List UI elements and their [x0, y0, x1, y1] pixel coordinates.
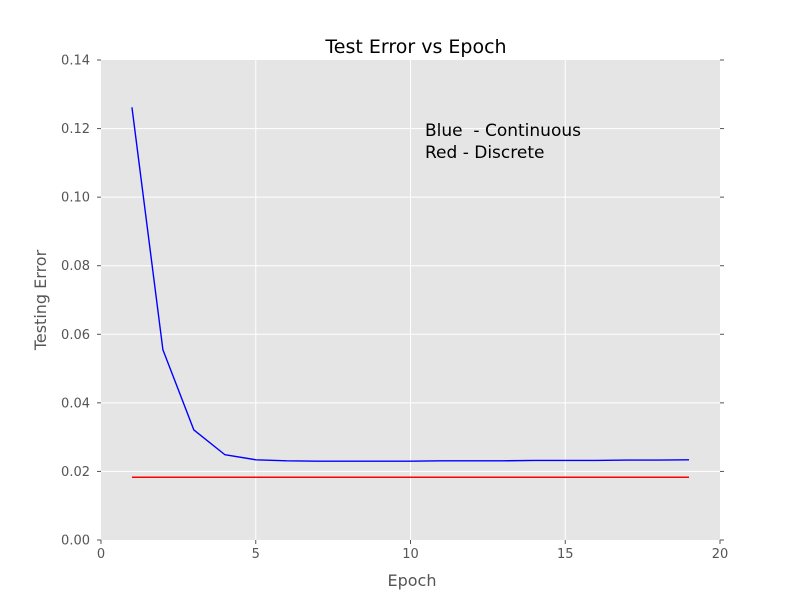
y-axis-label: Testing Error [31, 249, 50, 351]
x-axis-label: Epoch [388, 571, 437, 590]
y-tick-label: 0.06 [61, 328, 90, 343]
y-tick-label: 0.14 [61, 54, 90, 69]
chart-title: Test Error vs Epoch [324, 36, 506, 58]
x-tick-label: 5 [252, 547, 260, 562]
series-line-blue [131, 107, 690, 462]
y-tick-label: 0.12 [61, 122, 90, 137]
annotation-red-discrete: Red - Discrete [425, 143, 544, 163]
y-tick-label: 0.08 [61, 259, 90, 274]
x-tick-label: 15 [557, 547, 574, 562]
tick-labels: 0 5 10 15 20 0.00 0.02 0.04 0.06 0.08 0.10 0.12 0.14 [61, 54, 728, 563]
x-tick-label: 10 [402, 547, 419, 562]
y-tick-label: 0.00 [61, 534, 90, 549]
x-tick-label: 20 [712, 547, 729, 562]
y-tick-label: 0.02 [61, 465, 90, 480]
y-tick-label: 0.10 [61, 191, 90, 206]
x-tick-label: 0 [97, 547, 105, 562]
y-tick-label: 0.04 [61, 396, 90, 411]
grid [101, 60, 720, 540]
tick-marks [97, 59, 724, 544]
series-layer [131, 107, 690, 478]
annotation-blue-continuous: Blue - Continuous [425, 121, 581, 141]
